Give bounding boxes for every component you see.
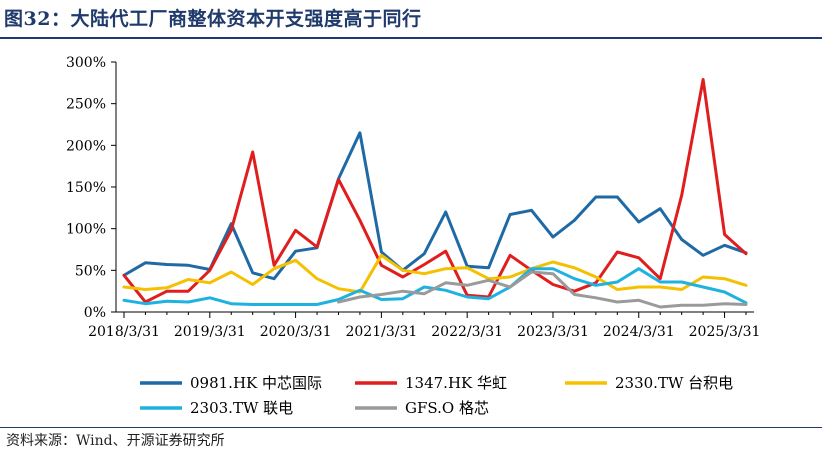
line-chart: 0% 50% 100% 150% 200% 250% 300% 2018/3/31 2019/…: [66, 55, 760, 417]
chart-axes: [115, 62, 754, 313]
source-note: 资料来源：Wind、开源证券研究所: [6, 433, 225, 449]
title-divider: [0, 37, 822, 39]
legend-label-3: 2330.TW 台积电: [615, 374, 733, 392]
x-axis-ticks: 2018/3/31 2019/3/31 2020/3/31 2021/3/31 2022…: [88, 312, 760, 340]
y-tick-label: 50%: [75, 263, 106, 279]
y-tick-label: 200%: [66, 138, 106, 154]
legend-label-1: 0981.HK 中芯国际: [190, 374, 322, 392]
x-tick-label: 2021/3/31: [345, 324, 417, 340]
footer-divider: [0, 427, 822, 428]
chart-series: [122, 78, 748, 309]
legend-label-2: 1347.HK 华虹: [405, 374, 507, 392]
x-tick-label: 2022/3/31: [431, 324, 503, 340]
x-tick-label: 2023/3/31: [517, 324, 589, 340]
chart-legend: 0981.HK 中芯国际 1347.HK 华虹 2330.TW 台积电 2303.TW…: [140, 374, 733, 417]
series-line-5: [337, 270, 748, 309]
x-tick-label: 2020/3/31: [260, 324, 332, 340]
legend-label-4: 2303.TW 联电: [190, 399, 293, 417]
y-tick-label: 100%: [66, 222, 106, 238]
series-line-1: [122, 131, 748, 281]
y-axis-ticks: 0% 50% 100% 150% 200% 250% 300%: [66, 55, 116, 321]
y-tick-label: 300%: [66, 55, 106, 71]
y-tick-label: 250%: [66, 97, 106, 113]
y-tick-label: 0%: [84, 305, 106, 321]
x-tick-label: 2025/3/31: [689, 324, 761, 340]
series-line-3: [122, 253, 748, 294]
x-tick-label: 2019/3/31: [174, 324, 246, 340]
legend-label-5: GFS.O 格芯: [405, 399, 489, 417]
x-tick-label: 2018/3/31: [88, 324, 160, 340]
x-tick-label: 2024/3/31: [603, 324, 675, 340]
y-tick-label: 150%: [66, 180, 106, 196]
chart-title: 图32：大陆代工厂商整体资本开支强度高于同行: [4, 8, 422, 30]
series-line-2: [122, 78, 748, 304]
